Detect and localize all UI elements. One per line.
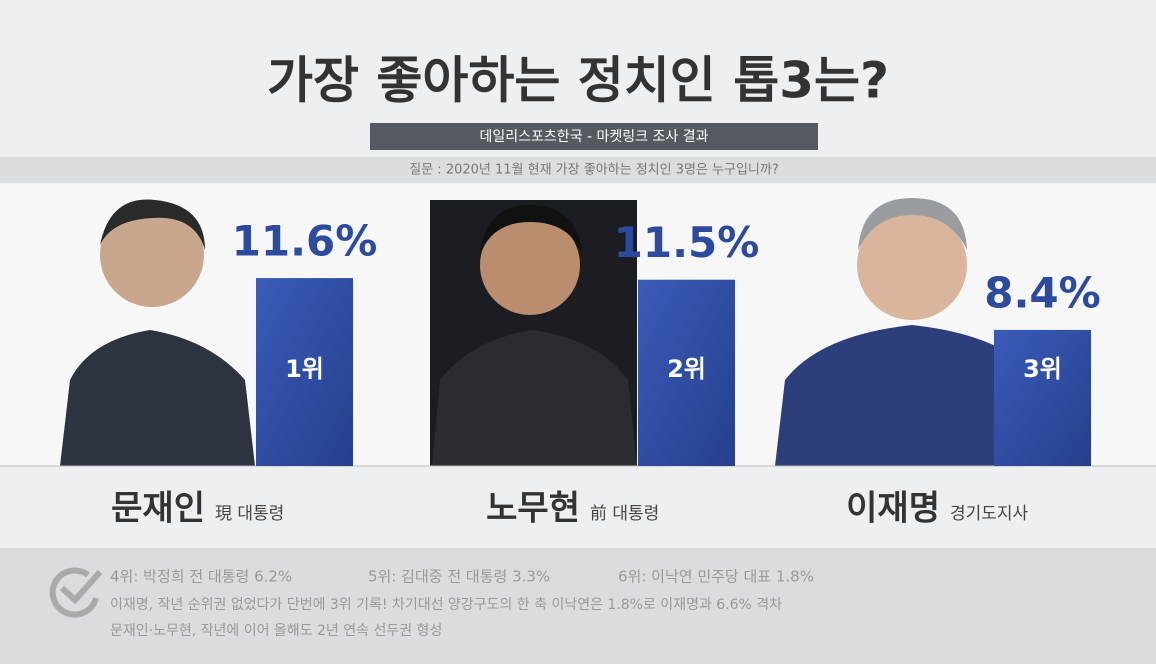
chart-title: 가장 좋아하는 정치인 톱3는? (267, 52, 889, 110)
name: 노무현 (486, 489, 580, 529)
footer-band (0, 548, 1156, 664)
footnote: 6위: 이낙연 민주당 대표 1.8% (618, 568, 814, 586)
subtitle: 데일리스포츠한국 - 마켓링크 조사 결과 (480, 129, 709, 145)
name: 이재명 (846, 489, 940, 529)
check-icon (49, 567, 103, 618)
bar (994, 329, 1091, 466)
footnote: 5위: 김대중 전 대통령 3.3% (368, 568, 550, 586)
subtitle-band (370, 123, 818, 150)
portrait (775, 198, 1050, 466)
value-label: 11.5% (614, 218, 760, 267)
footnote: 4위: 박정희 전 대통령 6.2% (110, 568, 292, 586)
rank-label: 1위 (285, 355, 324, 383)
value-label: 8.4% (984, 268, 1100, 317)
question: 질문 : 2020년 11월 현재 가장 좋아하는 정치인 3명은 누구입니까? (409, 163, 779, 178)
name: 문재인 (111, 489, 205, 529)
note: 문재인·노무현, 작년에 이어 올해도 2년 연속 선두권 형성 (110, 623, 442, 639)
role: 前 대통령 (590, 504, 659, 524)
portrait (430, 200, 637, 466)
portrait (60, 199, 255, 466)
role: 現 대통령 (215, 504, 284, 524)
note: 이재명, 작년 순위권 없었다가 단번에 3위 기록! 차기대선 양강구도의 한… (110, 597, 782, 613)
rank-label: 3위 (1023, 355, 1062, 383)
bar (638, 279, 735, 466)
rank-label: 2위 (667, 355, 706, 383)
bar (256, 278, 353, 466)
role: 경기도지사 (950, 504, 1029, 524)
question-band (0, 157, 1156, 183)
value-label: 11.6% (232, 217, 378, 266)
